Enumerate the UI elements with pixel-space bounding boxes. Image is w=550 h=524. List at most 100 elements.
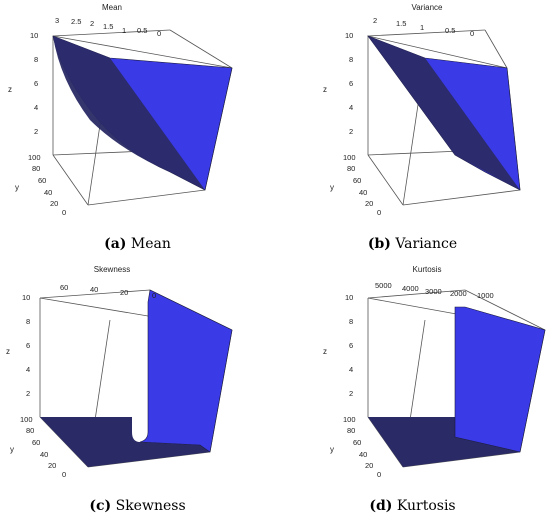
z-tick: 10: [345, 293, 353, 302]
z-tick: 4: [26, 365, 30, 374]
top-tick: 3000: [425, 287, 442, 296]
top-tick: 0.5: [445, 26, 455, 35]
y-tick: 20: [50, 199, 58, 208]
z-axis-label: z: [6, 347, 10, 356]
y-tick-labels: 100 80 60 40 20 0: [343, 415, 381, 479]
y-tick: 0: [377, 470, 381, 479]
y-tick: 60: [38, 176, 46, 185]
z-tick: 2: [349, 127, 353, 136]
z-tick-labels: 10 8 6 4 2: [345, 293, 353, 398]
y-tick: 80: [347, 164, 355, 173]
top-tick: 2000: [450, 289, 467, 298]
y-tick: 60: [353, 438, 361, 447]
panel-skewness: Skewness 60 40 20 0 10 8 6 4 2 z 100 80 …: [0, 262, 275, 524]
y-tick: 80: [347, 426, 355, 435]
z-axis-label: z: [8, 85, 12, 94]
y-tick: 100: [343, 153, 356, 162]
z-tick: 8: [26, 317, 30, 326]
z-tick: 6: [26, 341, 30, 350]
top-tick: 0: [152, 291, 156, 300]
z-tick: 6: [349, 341, 353, 350]
y-axis-label: y: [330, 183, 334, 192]
y-tick: 20: [48, 461, 56, 470]
z-tick: 6: [34, 79, 38, 88]
top-tick: 3: [55, 16, 59, 25]
plot-variance: Variance 2 1.5 1 0.5 0 10 8 6 4 2 z 100 …: [323, 3, 521, 217]
z-tick: 8: [349, 55, 353, 64]
top-tick: 60: [60, 283, 68, 292]
top-tick: 0: [157, 29, 161, 38]
y-tick: 20: [365, 461, 373, 470]
caption-mean: (a) Mean: [0, 236, 275, 252]
surface-dark: [368, 417, 520, 467]
top-tick: 5000: [375, 281, 392, 290]
y-tick: 80: [32, 164, 40, 173]
top-tick: 2.5: [71, 17, 81, 26]
caption-variance: (b) Variance: [275, 236, 550, 252]
caption-text: Skewness: [115, 498, 186, 514]
caption-label: (c): [89, 498, 112, 514]
top-tick: 1.5: [396, 19, 406, 28]
top-tick: 0.5: [137, 26, 147, 35]
y-tick: 0: [377, 208, 381, 217]
plot-mean: Mean 3 2.5 2 1.5 1 0.5 0 10 8 6 4 2 z: [8, 3, 233, 217]
y-tick: 40: [359, 450, 367, 459]
z-axis-label: z: [323, 85, 327, 94]
z-tick: 8: [34, 55, 38, 64]
top-tick: 1.5: [103, 22, 113, 31]
caption-kurtosis: (d) Kurtosis: [275, 498, 550, 514]
plot-title: Mean: [102, 3, 122, 12]
y-tick: 0: [62, 208, 66, 217]
z-tick: 2: [26, 389, 30, 398]
panel-kurtosis: Kurtosis 5000 4000 3000 2000 1000 10 8 6…: [275, 262, 550, 524]
y-tick: 100: [28, 153, 41, 162]
top-tick-labels: 5000 4000 3000 2000 1000: [375, 281, 494, 300]
top-tick: 0: [470, 29, 474, 38]
top-tick: 1000: [477, 291, 494, 300]
y-axis-label: y: [330, 445, 334, 454]
z-tick: 10: [345, 31, 353, 40]
y-tick: 0: [62, 470, 66, 479]
caption-label: (b): [367, 236, 391, 252]
top-tick: 4000: [402, 284, 419, 293]
y-tick: 40: [44, 188, 52, 197]
z-tick: 10: [30, 31, 38, 40]
z-axis-label: z: [323, 347, 327, 356]
plot-title: Skewness: [94, 265, 130, 274]
z-tick: 4: [349, 103, 353, 112]
surface-dark: [53, 36, 205, 190]
z-tick-labels: 10 8 6 4 2: [22, 293, 30, 398]
caption-label: (d): [369, 498, 393, 514]
top-tick: 1: [122, 26, 126, 35]
y-tick-labels: 100 80 60 40 20 0: [343, 153, 381, 217]
plot-kurtosis: Kurtosis 5000 4000 3000 2000 1000 10 8 6…: [323, 265, 546, 479]
y-tick-labels: 100 80 60 40 20 0: [20, 415, 66, 479]
z-tick: 2: [349, 389, 353, 398]
panel-variance: Variance 2 1.5 1 0.5 0 10 8 6 4 2 z 100 …: [275, 0, 550, 262]
top-tick: 2: [90, 19, 94, 28]
top-tick: 2: [373, 16, 377, 25]
caption-skewness: (c) Skewness: [0, 498, 275, 514]
plot-title: Variance: [412, 3, 444, 12]
z-tick: 6: [349, 79, 353, 88]
y-tick: 40: [359, 188, 367, 197]
y-tick: 20: [365, 199, 373, 208]
z-tick: 2: [34, 127, 38, 136]
surface-dark: [40, 417, 210, 467]
top-tick-labels: 2 1.5 1 0.5 0: [373, 16, 474, 38]
surface-light: [454, 306, 546, 453]
caption-text: Variance: [395, 236, 458, 252]
y-tick-labels: 100 80 60 40 20 0: [28, 153, 66, 217]
top-tick: 40: [90, 285, 98, 294]
z-tick-labels: 10 8 6 4 2: [345, 31, 353, 136]
panel-mean: Mean 3 2.5 2 1.5 1 0.5 0 10 8 6 4 2 z: [0, 0, 275, 262]
caption-text: Kurtosis: [396, 498, 456, 514]
surface-dark: [368, 36, 520, 190]
plot-skewness: Skewness 60 40 20 0 10 8 6 4 2 z 100 80 …: [6, 265, 233, 479]
y-tick: 40: [40, 450, 48, 459]
top-tick-labels: 3 2.5 2 1.5 1 0.5 0: [55, 16, 161, 38]
y-tick: 100: [20, 415, 33, 424]
surface-light: [139, 289, 233, 453]
z-tick: 4: [34, 103, 38, 112]
